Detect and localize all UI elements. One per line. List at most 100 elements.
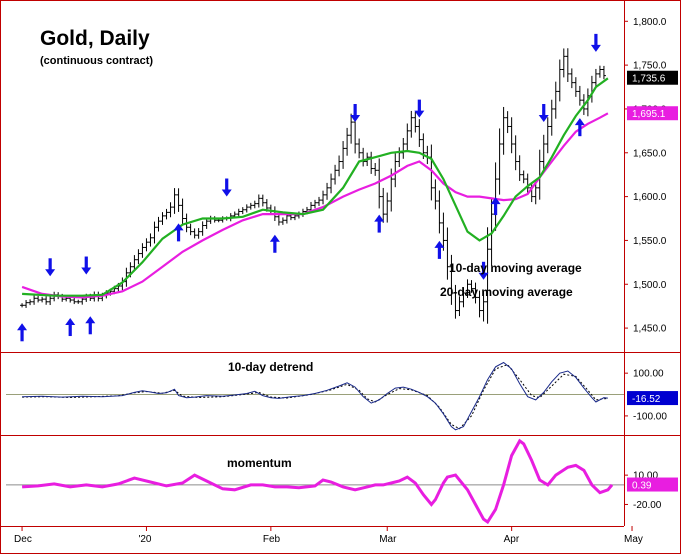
ohlc-bar — [401, 137, 406, 159]
ohlc-bar — [172, 188, 177, 214]
ohlc-bar — [32, 295, 37, 305]
price-tick-label: 1,550.0 — [633, 236, 667, 247]
price-tick-label: 1,650.0 — [633, 148, 667, 159]
x-tick-label: '20 — [138, 534, 151, 545]
momentum-title: momentum — [227, 456, 292, 470]
ohlc-bar — [136, 249, 141, 265]
chart-subtitle: (continuous contract) — [40, 55, 153, 67]
down-arrow — [350, 104, 361, 123]
ohlc-bar — [28, 299, 33, 306]
up-arrow — [269, 234, 280, 253]
momentum-last-tag: 0.39 — [627, 477, 678, 492]
ohlc-bar — [200, 221, 205, 236]
ohlc-bar — [280, 217, 285, 225]
ohlc-bar — [409, 110, 414, 138]
momentum-last-tag-text: 0.39 — [632, 481, 652, 492]
ohlc-bar — [505, 111, 510, 134]
ma10-annotation: 10-day moving average — [449, 261, 582, 275]
ohlc-bar — [485, 227, 490, 324]
down-arrow — [414, 99, 425, 118]
ohlc-bar — [373, 162, 378, 176]
ohlc-bar — [132, 255, 137, 272]
ohlc-bar — [152, 221, 157, 244]
ohlc-bar — [76, 299, 81, 304]
ohlc-bar — [441, 212, 446, 251]
up-arrow — [374, 214, 385, 233]
ohlc-bar — [385, 192, 390, 223]
ohlc-bar — [357, 138, 362, 159]
ohlc-bar — [433, 179, 438, 210]
detrend-line — [22, 361, 608, 431]
up-arrow — [434, 240, 445, 259]
x-axis: Dec '20 Feb Mar Apr May — [14, 526, 643, 545]
down-arrow — [478, 261, 489, 280]
ohlc-bar — [244, 204, 249, 213]
ohlc-bar — [517, 155, 522, 181]
ohlc-bar — [393, 153, 398, 188]
momentum-tick-label: -20.00 — [633, 500, 662, 511]
ohlc-bar — [481, 290, 486, 322]
ohlc-bar — [204, 217, 209, 229]
ohlc-bar — [477, 290, 482, 318]
ohlc-bar — [208, 215, 213, 224]
ohlc-bar — [513, 135, 518, 171]
ohlc-bar — [509, 117, 514, 154]
ohlc-bar — [44, 296, 49, 305]
detrend-last-tag: -16.52 — [627, 391, 678, 406]
ohlc-bar — [240, 207, 245, 215]
ohlc-bar — [569, 68, 574, 89]
ohlc-bar — [144, 238, 149, 252]
last-value-tags: 1,735.6 1,695.1 -16.52 0.39 — [627, 70, 678, 492]
ohlc-bar — [345, 127, 350, 156]
ohlc-bar — [313, 199, 317, 209]
ohlc-bar — [497, 128, 502, 195]
detrend-tick-label: 100.00 — [633, 369, 664, 380]
cycle-arrows — [17, 33, 601, 342]
price-tick-label: 1,450.0 — [633, 324, 667, 335]
down-arrow — [81, 256, 92, 275]
ohlc-bar — [593, 68, 598, 88]
x-tick-label: Apr — [504, 534, 520, 545]
ohlc-bar — [349, 113, 354, 144]
ohlc-bar — [276, 213, 281, 226]
ohlc-bar — [256, 194, 261, 208]
ohlc-bar — [156, 216, 161, 232]
price-tick-label: 1,750.0 — [633, 61, 667, 72]
down-arrow — [590, 33, 601, 52]
ohlc-bar — [413, 111, 418, 133]
price-y-axis: 1,450.01,500.01,550.01,600.01,650.01,700… — [624, 17, 667, 335]
ohlc-bar — [140, 243, 145, 258]
ohlc-bar — [457, 296, 462, 317]
ma20-last-tag-text: 1,695.1 — [632, 109, 666, 120]
ohlc-bar — [465, 279, 470, 298]
ohlc-bar — [236, 208, 241, 217]
ohlc-bar — [337, 155, 342, 177]
ohlc-bar — [369, 151, 374, 174]
x-tick-label: Feb — [263, 534, 281, 545]
price-tick-label: 1,800.0 — [633, 17, 667, 28]
ohlc-bar — [473, 282, 478, 304]
ohlc-bar — [557, 59, 562, 102]
ma10-line — [22, 77, 609, 297]
detrend-tick-label: -100.00 — [633, 411, 667, 422]
ohlc-bar — [437, 190, 442, 234]
up-arrow — [574, 118, 585, 137]
ohlc-bar — [597, 65, 602, 78]
ohlc-bar — [449, 254, 454, 305]
price-bars — [20, 48, 606, 324]
ohlc-bar — [361, 147, 366, 167]
chart-title: Gold, Daily — [40, 27, 150, 50]
ohlc-bar — [397, 147, 402, 168]
ohlc-bar — [260, 194, 265, 207]
up-arrow — [85, 316, 96, 335]
ohlc-bar — [248, 202, 253, 210]
ohlc-bar — [317, 196, 322, 206]
ohlc-bar — [72, 297, 77, 305]
ohlc-bar — [405, 123, 410, 152]
ohlc-bar — [180, 198, 185, 226]
ohlc-bar — [417, 119, 422, 147]
ohlc-bar — [573, 77, 578, 97]
ohlc-bar — [377, 158, 382, 209]
up-arrow — [173, 223, 184, 242]
price-tick-label: 1,600.0 — [633, 192, 667, 203]
